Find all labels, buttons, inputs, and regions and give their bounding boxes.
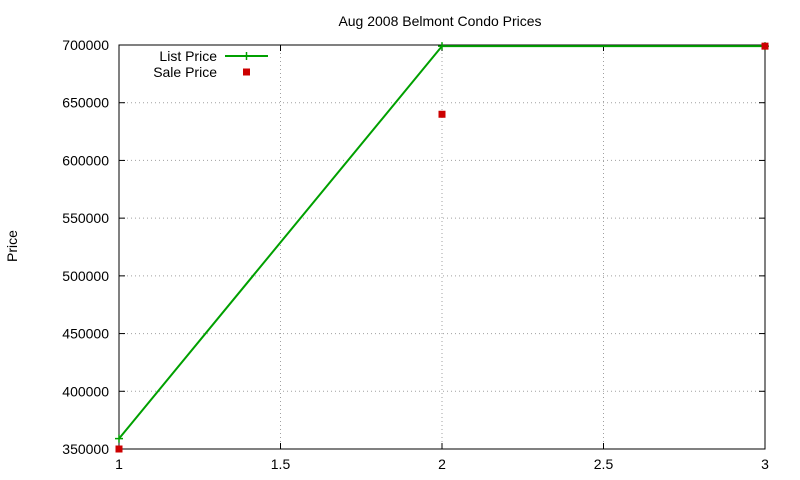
y-tick-label: 400000 xyxy=(62,383,109,399)
legend-marker-sale-price xyxy=(243,68,250,76)
y-tick-label: 650000 xyxy=(62,95,109,111)
x-tick-label: 1 xyxy=(115,456,123,472)
grid-layer xyxy=(119,45,765,449)
sale-price-point xyxy=(761,42,769,50)
list-price-point xyxy=(438,42,446,51)
y-tick-label: 500000 xyxy=(62,268,109,284)
x-tick-label: 2.5 xyxy=(594,456,614,472)
tick-layer: 350000 400000 450000 500000 550000 600000 6500… xyxy=(62,37,769,472)
y-tick-label: 550000 xyxy=(62,210,109,226)
sale-price-point xyxy=(115,445,123,453)
y-tick-label: 450000 xyxy=(62,326,109,342)
x-tick-label: 1.5 xyxy=(271,456,291,472)
x-tick-label: 3 xyxy=(761,456,769,472)
legend-label-sale-price: Sale Price xyxy=(153,64,217,80)
y-tick-label: 600000 xyxy=(62,152,109,168)
chart-title: Aug 2008 Belmont Condo Prices xyxy=(338,13,541,29)
y-axis-label: Price xyxy=(4,230,20,262)
legend-label-list-price: List Price xyxy=(159,48,217,64)
x-tick-label: 2 xyxy=(438,456,446,472)
y-tick-label: 350000 xyxy=(62,441,109,457)
sale-price-point xyxy=(438,110,446,118)
list-price-point xyxy=(115,434,123,443)
series-layer xyxy=(115,42,769,453)
y-tick-label: 700000 xyxy=(62,37,109,53)
